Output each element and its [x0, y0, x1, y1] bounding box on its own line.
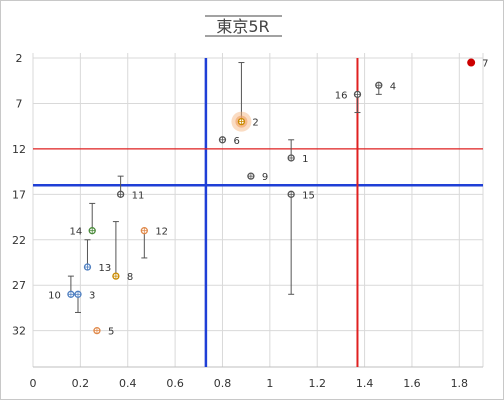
chart-title: 東京5R [216, 17, 269, 36]
data-point-label: 14 [69, 227, 82, 238]
y-tick-label: 17 [12, 188, 26, 201]
reference-lines-layer [33, 58, 483, 367]
data-point-label: 6 [233, 136, 239, 147]
x-tick-label: 1.2 [308, 377, 326, 390]
x-tick-label: 0.6 [166, 377, 184, 390]
y-tick-label: 22 [12, 234, 26, 247]
grid-layer [32, 53, 484, 368]
x-tick-label: 0.2 [72, 377, 90, 390]
y-tick-label: 2 [16, 52, 23, 65]
data-point-label: 12 [155, 227, 168, 238]
data-point [467, 58, 476, 67]
data-point-label: 16 [335, 90, 348, 101]
x-tick-label: 0.4 [119, 377, 137, 390]
data-point-label: 5 [108, 327, 114, 338]
data-point-label: 9 [262, 172, 268, 183]
x-tick-label: 1 [266, 377, 273, 390]
y-tick-label: 32 [12, 325, 26, 338]
x-tick-label: 1.4 [356, 377, 374, 390]
data-point-label: 4 [390, 81, 396, 92]
x-tick-label: 0.8 [214, 377, 232, 390]
x-tick-label: 1.8 [451, 377, 469, 390]
x-tick-label: 0 [30, 377, 37, 390]
data-point-label: 11 [132, 190, 145, 201]
data-point-label: 15 [302, 190, 315, 201]
data-point-label: 1 [302, 154, 308, 165]
data-point-label: 8 [127, 272, 133, 283]
data-point-label: 3 [89, 290, 95, 301]
y-tick-label: 7 [16, 97, 23, 110]
data-point-label: 7 [482, 59, 488, 70]
y-tick-label: 12 [12, 143, 26, 156]
data-point-label: 13 [98, 263, 111, 274]
y-tick-label: 27 [12, 279, 26, 292]
x-tick-label: 1.6 [403, 377, 421, 390]
data-point-label: 10 [48, 290, 61, 301]
chart-title-group: 東京5R [205, 15, 282, 37]
data-point-label: 2 [252, 118, 258, 129]
